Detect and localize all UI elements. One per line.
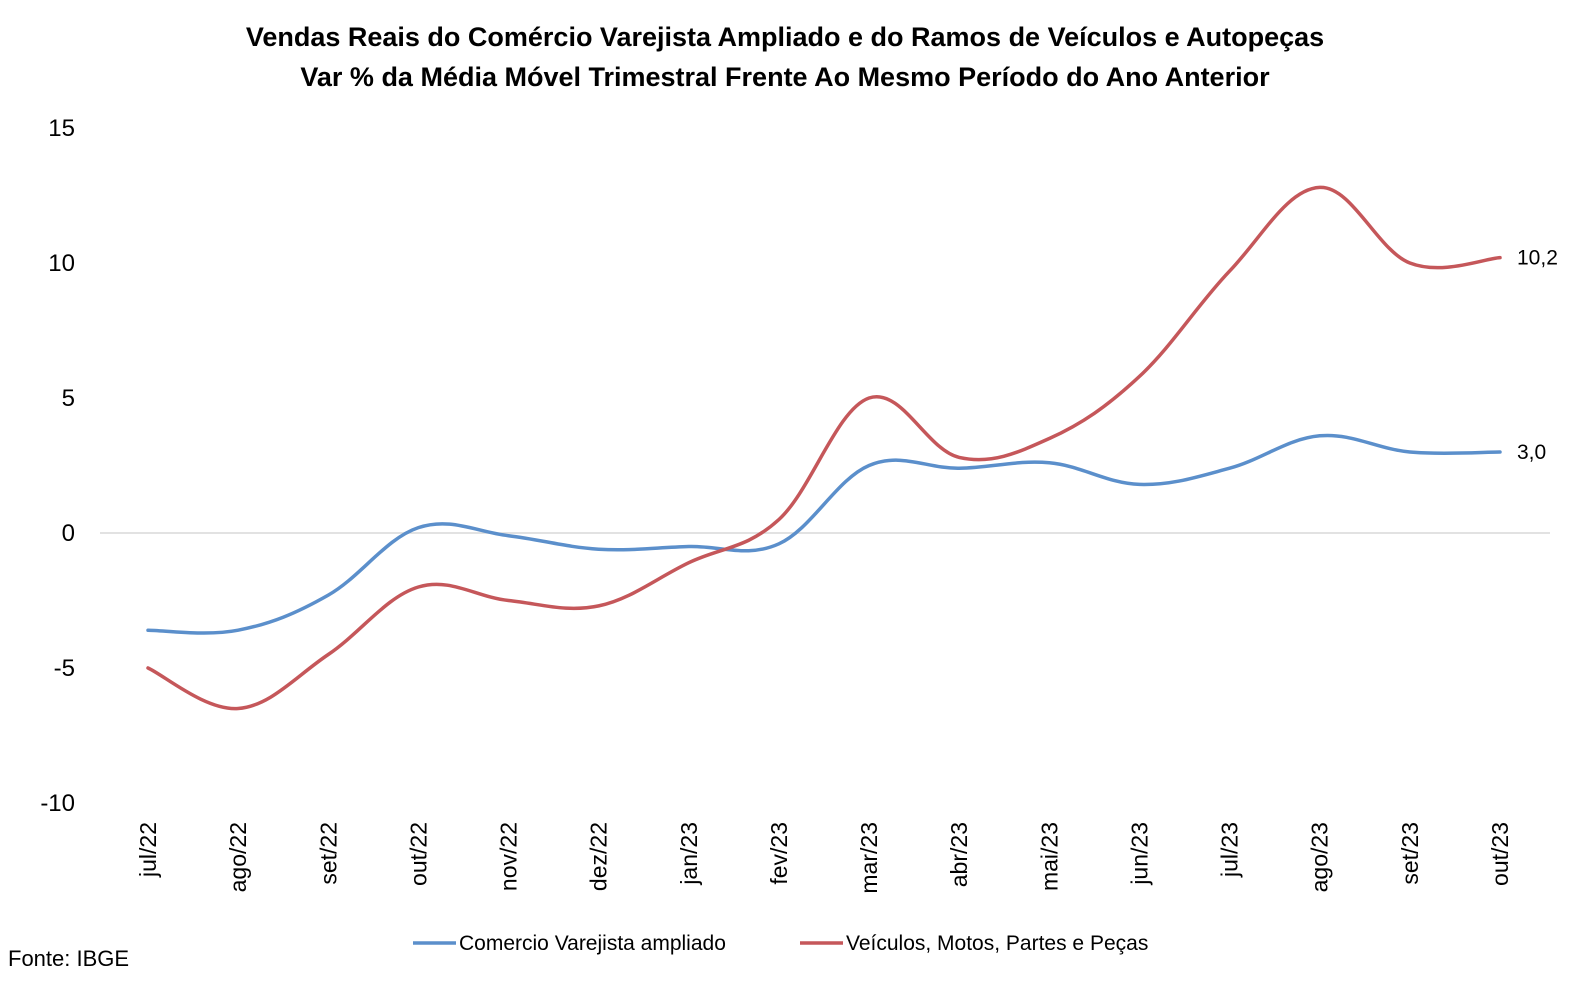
- x-tick-label: jul/23: [1217, 822, 1243, 878]
- x-tick-label: mar/23: [856, 822, 882, 894]
- source-note: Fonte: IBGE: [8, 946, 129, 971]
- chart-subtitle: Var % da Média Móvel Trimestral Frente A…: [300, 62, 1270, 92]
- y-tick-label: 10: [48, 250, 75, 277]
- x-axis: jul/22 ago/22 set/22 out/22 nov/22 dez/22 jan/…: [135, 822, 1513, 894]
- series-line-1: [146, 433, 1502, 635]
- y-tick-label: -10: [40, 790, 75, 817]
- x-tick-label: set/22: [315, 822, 341, 885]
- y-tick-label: 0: [62, 520, 75, 547]
- y-tick-label: 15: [48, 115, 75, 142]
- x-tick-label: fev/23: [766, 822, 792, 885]
- x-tick-label: ago/23: [1307, 822, 1333, 892]
- end-value-label: 10,2: [1517, 247, 1558, 270]
- y-tick-label: 5: [62, 385, 75, 412]
- chart-title: Vendas Reais do Comércio Varejista Ampli…: [246, 22, 1324, 52]
- data-labels: 3,0 10,2: [1517, 247, 1558, 464]
- x-tick-label: out/23: [1487, 822, 1513, 886]
- y-axis: -10 -5 0 5 10 15: [40, 115, 75, 817]
- x-tick-label: abr/23: [946, 822, 972, 887]
- x-tick-label: mai/23: [1036, 822, 1062, 891]
- x-tick-label: nov/22: [496, 822, 522, 891]
- y-tick-label: -5: [54, 655, 75, 682]
- series-group: [146, 185, 1502, 711]
- x-tick-label: jul/22: [135, 822, 161, 878]
- end-value-label: 3,0: [1517, 441, 1546, 464]
- legend-label: Veículos, Motos, Partes e Peças: [846, 932, 1148, 955]
- x-tick-label: out/22: [405, 822, 431, 886]
- x-tick-label: jan/23: [676, 822, 702, 886]
- x-tick-label: dez/22: [586, 822, 612, 891]
- series-line-2: [146, 185, 1502, 711]
- legend: Comercio Varejista ampliado Veículos, Mot…: [413, 932, 1148, 955]
- x-tick-label: set/23: [1397, 822, 1423, 885]
- legend-label: Comercio Varejista ampliado: [459, 932, 726, 955]
- x-tick-label: ago/22: [225, 822, 251, 892]
- x-tick-label: jun/23: [1126, 822, 1152, 886]
